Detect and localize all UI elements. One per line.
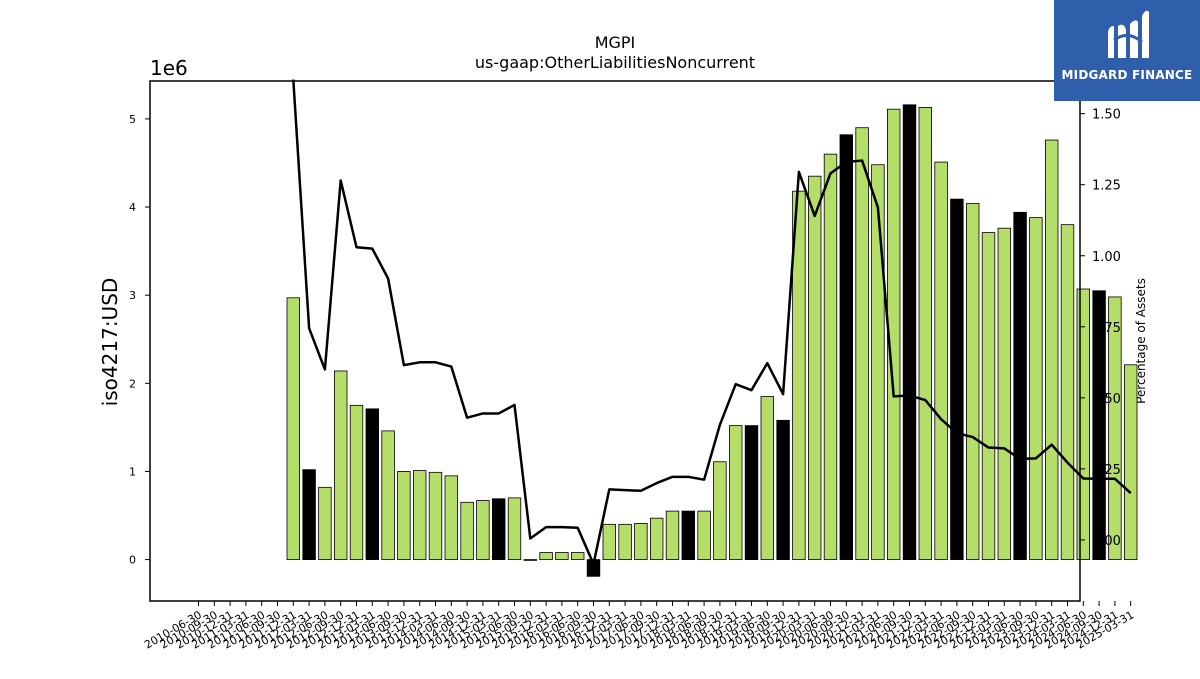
bar bbox=[792, 190, 806, 560]
percentage-line bbox=[292, 79, 1132, 566]
y-tick-label: 0 bbox=[129, 554, 136, 567]
bar bbox=[286, 297, 301, 560]
bar bbox=[1124, 364, 1138, 560]
chart-title: MGPI bbox=[595, 33, 636, 52]
bar bbox=[523, 559, 538, 561]
bar bbox=[665, 510, 680, 560]
bar bbox=[855, 127, 869, 560]
bar bbox=[412, 470, 427, 560]
y2-tick-label: 0.00 bbox=[1092, 534, 1121, 549]
logo-text: MIDGARD FINANCE bbox=[1061, 68, 1193, 82]
y-axis-ticks: 0 1 2 3 4 5 bbox=[129, 113, 150, 567]
bar bbox=[365, 408, 380, 560]
bar bbox=[997, 227, 1012, 560]
bar bbox=[302, 469, 316, 560]
bar bbox=[966, 203, 980, 560]
bar bbox=[839, 134, 854, 560]
bar bbox=[571, 552, 585, 560]
bar bbox=[1013, 211, 1027, 560]
midgard-logo-icon bbox=[1108, 10, 1149, 59]
bar bbox=[618, 523, 632, 560]
bar bbox=[744, 425, 759, 560]
bar bbox=[602, 523, 617, 560]
bar bbox=[491, 498, 506, 560]
bar bbox=[902, 104, 917, 560]
bar bbox=[871, 164, 885, 560]
y2-tick-label: 0.75 bbox=[1092, 321, 1121, 336]
bar bbox=[539, 552, 553, 560]
bar bbox=[333, 370, 348, 560]
bar-group bbox=[286, 104, 1138, 577]
bar bbox=[681, 510, 696, 560]
midgard-finance-logo: MIDGARD FINANCE bbox=[1054, 0, 1200, 101]
y2-tick-label: 1.00 bbox=[1092, 250, 1121, 265]
bar bbox=[1045, 139, 1059, 560]
bar bbox=[1060, 224, 1075, 560]
bar bbox=[444, 475, 459, 560]
bar bbox=[507, 497, 522, 560]
bar bbox=[1092, 290, 1106, 560]
y-tick-label: 1 bbox=[129, 465, 136, 478]
y-axis-label: iso4217:USD bbox=[98, 278, 122, 407]
bar bbox=[918, 107, 933, 560]
bar bbox=[981, 232, 996, 560]
bar bbox=[760, 396, 775, 560]
y-tick-label: 2 bbox=[129, 377, 136, 390]
bar bbox=[713, 461, 727, 560]
bar bbox=[381, 430, 395, 560]
y-tick-label: 3 bbox=[129, 289, 136, 302]
bar bbox=[634, 523, 648, 560]
bar bbox=[776, 419, 790, 560]
bar bbox=[555, 552, 569, 560]
bar bbox=[697, 510, 711, 560]
y2-tick-label: 1.50 bbox=[1092, 108, 1121, 123]
bar bbox=[650, 517, 664, 560]
bar bbox=[397, 471, 411, 560]
bar bbox=[1029, 217, 1043, 560]
bar bbox=[808, 175, 822, 560]
y2-axis-ticks: 0.00 0.25 0.50 0.75 1.00 1.25 1.50 bbox=[1080, 108, 1121, 549]
bar bbox=[729, 425, 743, 560]
bar bbox=[950, 198, 964, 560]
bar bbox=[460, 501, 474, 560]
y-tick-label: 4 bbox=[129, 201, 136, 214]
plot-frame bbox=[149, 80, 1081, 602]
y-tick-label: 5 bbox=[129, 113, 136, 126]
bar bbox=[318, 486, 332, 560]
bar bbox=[476, 500, 490, 560]
bar bbox=[1108, 296, 1122, 560]
y2-tick-label: 1.25 bbox=[1092, 179, 1121, 194]
x-axis-ticks: 2010-06-302010-09-302010-12-312011-03-31… bbox=[142, 601, 1136, 652]
y-offset-label: 1e6 bbox=[150, 56, 188, 80]
bar bbox=[1076, 288, 1091, 560]
chart-subtitle: us-gaap:OtherLiabilitiesNoncurrent bbox=[475, 53, 755, 72]
y2-tick-label: 0.50 bbox=[1092, 392, 1121, 407]
bar bbox=[823, 153, 838, 560]
y2-axis-label: Percentage of Assets bbox=[1134, 278, 1148, 404]
y2-tick-label: 0.25 bbox=[1092, 463, 1121, 478]
bar bbox=[428, 471, 443, 560]
bar bbox=[934, 161, 948, 560]
bar bbox=[349, 404, 364, 560]
